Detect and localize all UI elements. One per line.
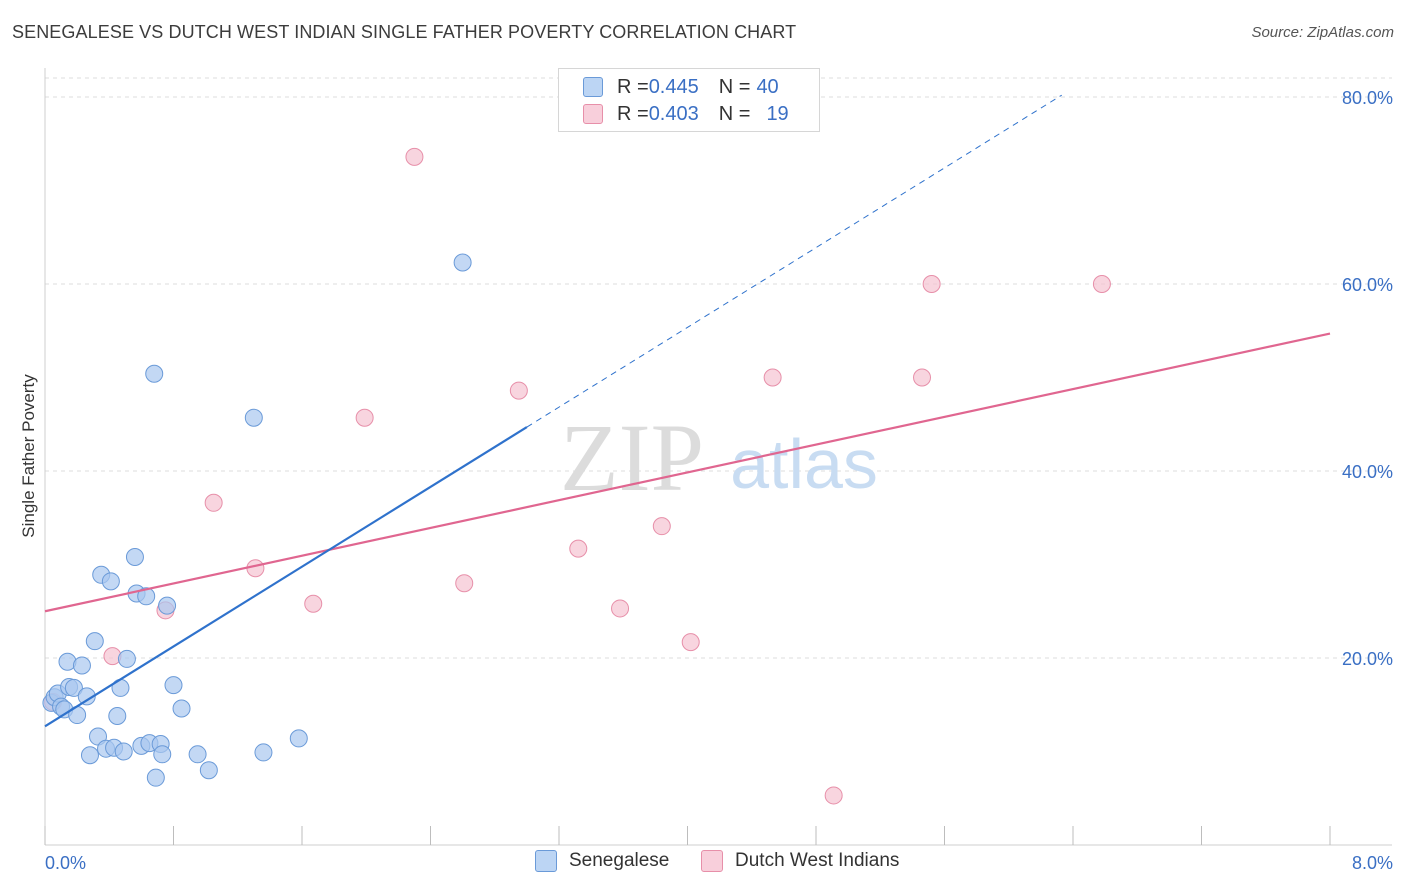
data-point-senegalese xyxy=(117,649,136,668)
senegalese-points xyxy=(42,253,472,787)
watermark-atlas: atlas xyxy=(730,425,878,503)
data-point-dutch-west-indians xyxy=(455,574,474,593)
data-point-dutch-west-indians xyxy=(246,559,265,578)
data-point-senegalese xyxy=(146,768,165,787)
legend-label-senegalese: Senegalese xyxy=(569,850,670,871)
data-point-senegalese xyxy=(72,656,91,675)
legend-item-senegalese: Senegalese xyxy=(535,850,669,872)
data-point-senegalese xyxy=(199,761,218,780)
data-point-senegalese xyxy=(289,729,308,748)
legend-swatch-senegalese xyxy=(583,77,603,97)
data-point-dutch-west-indians xyxy=(204,493,223,512)
trend-lines xyxy=(44,94,1331,728)
data-point-senegalese xyxy=(254,743,273,762)
y-axis-label: Single Father Poverty xyxy=(19,374,38,538)
data-point-dutch-west-indians xyxy=(1092,275,1111,293)
source-label: Source: ZipAtlas.com xyxy=(1251,24,1394,41)
data-point-senegalese xyxy=(153,745,172,764)
data-point-dutch-west-indians xyxy=(611,599,630,618)
legend-swatch-senegalese xyxy=(535,850,557,872)
stats-legend-row-senegalese: R = 0.445 N = 40 xyxy=(583,74,779,100)
chart-title: SENEGALESE VS DUTCH WEST INDIAN SINGLE F… xyxy=(12,22,797,42)
stats-legend: R = 0.445 N = 40 R = 0.403 N = 19 xyxy=(558,68,820,132)
axis-layer: 20.0% 40.0% 60.0% 80.0% 0.0% 8.0% xyxy=(44,68,1393,873)
watermark-zip: ZIP xyxy=(560,404,704,511)
data-point-senegalese xyxy=(114,742,133,761)
n-value: 19 xyxy=(766,102,789,125)
data-point-dutch-west-indians xyxy=(824,786,843,805)
trend-line-dutch-west-indians xyxy=(44,332,1331,613)
data-point-dutch-west-indians xyxy=(509,381,528,400)
stats-legend-row-dutch: R = 0.403 N = 19 xyxy=(583,101,789,127)
data-point-senegalese xyxy=(64,678,83,697)
trend-line-senegalese-extension xyxy=(526,94,1063,428)
data-point-dutch-west-indians xyxy=(569,539,588,558)
legend-swatch-dutch xyxy=(583,104,603,124)
data-point-dutch-west-indians xyxy=(763,368,782,387)
watermark: ZIP atlas xyxy=(560,404,878,511)
data-point-dutch-west-indians xyxy=(355,408,374,427)
r-value: 0.445 xyxy=(648,75,699,98)
trend-line-senegalese xyxy=(44,426,528,728)
data-point-dutch-west-indians xyxy=(304,594,323,613)
r-label: R = xyxy=(617,75,649,98)
data-point-senegalese xyxy=(158,596,177,615)
x-tick-label: 0.0% xyxy=(45,853,86,873)
legend-swatch-dutch xyxy=(701,850,723,872)
data-point-dutch-west-indians xyxy=(922,275,941,293)
y-tick-label: 40.0% xyxy=(1342,462,1393,482)
data-point-senegalese xyxy=(137,587,156,606)
data-point-senegalese xyxy=(164,676,183,695)
legend-label-dutch-west-indians: Dutch West Indians xyxy=(735,850,900,871)
data-point-senegalese xyxy=(108,706,127,725)
data-point-senegalese xyxy=(101,572,120,591)
data-point-senegalese xyxy=(172,699,191,718)
data-point-dutch-west-indians xyxy=(913,368,932,387)
data-point-senegalese xyxy=(85,632,104,651)
n-label: N = xyxy=(718,75,751,98)
x-tick-label: 8.0% xyxy=(1352,853,1393,873)
data-point-dutch-west-indians xyxy=(652,517,671,536)
data-point-senegalese xyxy=(244,408,263,427)
data-point-senegalese xyxy=(145,364,164,383)
n-value: 40 xyxy=(756,75,779,98)
legend-item-dutch-west-indians: Dutch West Indians xyxy=(701,850,899,872)
data-point-dutch-west-indians xyxy=(681,633,700,652)
data-point-senegalese xyxy=(453,253,472,272)
y-tick-label: 80.0% xyxy=(1342,88,1393,108)
data-point-senegalese xyxy=(80,746,99,765)
data-point-senegalese xyxy=(125,548,144,567)
r-value: 0.403 xyxy=(648,102,699,125)
y-tick-label: 60.0% xyxy=(1342,275,1393,295)
data-point-senegalese xyxy=(188,745,207,764)
y-tick-label: 20.0% xyxy=(1342,649,1393,669)
n-label: N = xyxy=(718,102,751,125)
data-point-dutch-west-indians xyxy=(405,147,424,166)
r-label: R = xyxy=(617,102,649,125)
